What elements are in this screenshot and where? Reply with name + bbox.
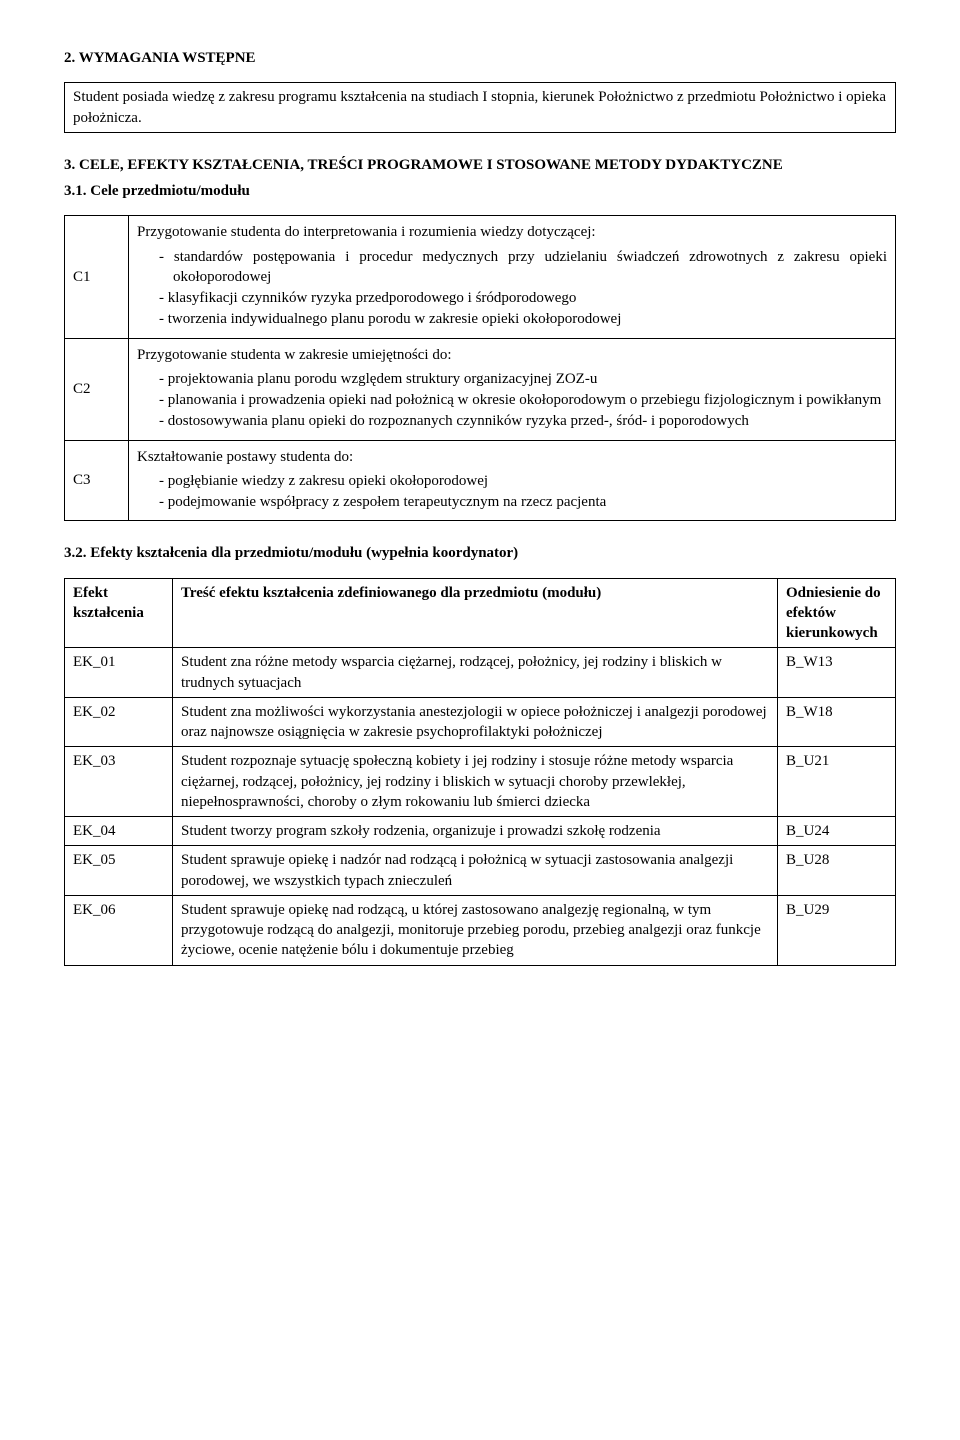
section2-heading: 2. WYMAGANIA WSTĘPNE <box>64 48 896 68</box>
effect-code-cell: EK_05 <box>65 846 173 896</box>
goal-code-cell: C2 <box>65 338 129 440</box>
goal-intro: Przygotowanie studenta do interpretowani… <box>137 222 887 242</box>
goal-item-list: standardów postępowania i procedur medyc… <box>137 247 887 330</box>
goals-table: C1 Przygotowanie studenta do interpretowa… <box>64 215 896 521</box>
prerequisites-box: Student posiada wiedzę z zakresu program… <box>64 82 896 133</box>
table-row: EK_05Student sprawuje opiekę i nadzór na… <box>65 846 896 896</box>
effects-table: Efekt kształcenia Treść efektu kształcen… <box>64 578 896 966</box>
effect-ref-cell: B_U21 <box>778 747 896 817</box>
effect-text-cell: Student sprawuje opiekę i nadzór nad rod… <box>173 846 778 896</box>
effect-ref-cell: B_U24 <box>778 817 896 846</box>
goal-content-cell: Przygotowanie studenta w zakresie umieję… <box>129 338 896 440</box>
effect-text-cell: Student zna możliwości wykorzystania ane… <box>173 697 778 747</box>
goal-content-cell: Przygotowanie studenta do interpretowani… <box>129 216 896 338</box>
effect-text-cell: Student tworzy program szkoły rodzenia, … <box>173 817 778 846</box>
effect-code-cell: EK_01 <box>65 648 173 698</box>
list-item: pogłębianie wiedzy z zakresu opieki okoł… <box>159 471 887 491</box>
effect-ref-cell: B_U28 <box>778 846 896 896</box>
list-item: standardów postępowania i procedur medyc… <box>159 247 887 288</box>
effect-ref-cell: B_W18 <box>778 697 896 747</box>
effect-text-cell: Student sprawuje opiekę nad rodzącą, u k… <box>173 895 778 965</box>
goal-content-cell: Kształtowanie postawy studenta do: pogłęb… <box>129 440 896 521</box>
effect-text-cell: Student rozpoznaje sytuację społeczną ko… <box>173 747 778 817</box>
effect-ref-cell: B_W13 <box>778 648 896 698</box>
table-row: C1 Przygotowanie studenta do interpretowa… <box>65 216 896 338</box>
effect-code-cell: EK_04 <box>65 817 173 846</box>
table-row: EK_02Student zna możliwości wykorzystani… <box>65 697 896 747</box>
section3-heading: 3. CELE, EFEKTY KSZTAŁCENIA, TREŚCI PROG… <box>64 155 896 175</box>
goal-code-cell: C3 <box>65 440 129 521</box>
goal-item-list: pogłębianie wiedzy z zakresu opieki okoł… <box>137 471 887 513</box>
table-row: EK_03Student rozpoznaje sytuację społecz… <box>65 747 896 817</box>
table-row: EK_01Student zna różne metody wsparcia c… <box>65 648 896 698</box>
section3-1-heading: 3.1. Cele przedmiotu/modułu <box>64 181 896 201</box>
effect-code-cell: EK_02 <box>65 697 173 747</box>
effect-code-cell: EK_06 <box>65 895 173 965</box>
prerequisites-text: Student posiada wiedzę z zakresu program… <box>73 89 886 125</box>
list-item: planowania i prowadzenia opieki nad poło… <box>159 390 887 410</box>
effects-header-col3: Odniesienie do efektów kierunkowych <box>778 578 896 648</box>
effects-header-col2: Treść efektu kształcenia zdefiniowanego … <box>173 578 778 648</box>
list-item: dostosowywania planu opieki do rozpoznan… <box>159 411 887 431</box>
goal-intro: Przygotowanie studenta w zakresie umieję… <box>137 345 887 365</box>
list-item: projektowania planu porodu względem stru… <box>159 369 887 389</box>
effect-code-cell: EK_03 <box>65 747 173 817</box>
table-row: EK_04Student tworzy program szkoły rodze… <box>65 817 896 846</box>
effects-header-row: Efekt kształcenia Treść efektu kształcen… <box>65 578 896 648</box>
effect-text-cell: Student zna różne metody wsparcia ciężar… <box>173 648 778 698</box>
effect-ref-cell: B_U29 <box>778 895 896 965</box>
list-item: tworzenia indywidualnego planu porodu w … <box>159 309 887 329</box>
table-row: EK_06Student sprawuje opiekę nad rodzącą… <box>65 895 896 965</box>
effects-header-col1: Efekt kształcenia <box>65 578 173 648</box>
table-row: C2 Przygotowanie studenta w zakresie umie… <box>65 338 896 440</box>
goal-code-cell: C1 <box>65 216 129 338</box>
section3-2-heading: 3.2. Efekty kształcenia dla przedmiotu/m… <box>64 543 896 563</box>
list-item: klasyfikacji czynników ryzyka przedporod… <box>159 288 887 308</box>
goal-intro: Kształtowanie postawy studenta do: <box>137 447 887 467</box>
goal-item-list: projektowania planu porodu względem stru… <box>137 369 887 432</box>
list-item: podejmowanie współpracy z zespołem terap… <box>159 492 887 512</box>
table-row: C3 Kształtowanie postawy studenta do: pogł… <box>65 440 896 521</box>
